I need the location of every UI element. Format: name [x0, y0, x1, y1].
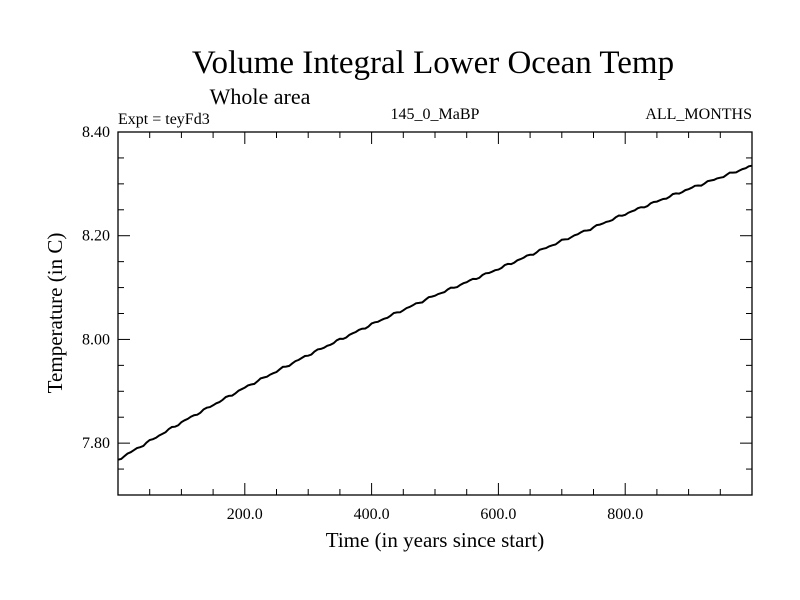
- months-label: ALL_MONTHS: [645, 106, 752, 123]
- x-tick-label: 400.0: [354, 506, 390, 523]
- x-tick-label: 800.0: [607, 506, 643, 523]
- x-tick-label: 600.0: [480, 506, 516, 523]
- x-axis-label: Time (in years since start): [326, 528, 545, 552]
- experiment-label: Expt = teyFd3: [118, 111, 210, 128]
- y-tick-label: 8.20: [82, 228, 110, 245]
- period-label: 145_0_MaBP: [391, 106, 480, 123]
- y-tick-label: 8.00: [82, 331, 110, 348]
- chart-title: Volume Integral Lower Ocean Temp: [192, 45, 674, 81]
- y-axis-label: Temperature (in C): [43, 233, 67, 394]
- y-tick-label: 8.40: [82, 124, 110, 141]
- y-tick-label: 7.80: [82, 435, 110, 452]
- series-line-temperature: [117, 164, 753, 461]
- chart-subtitle: Whole area: [210, 84, 311, 109]
- x-tick-label: 200.0: [227, 506, 263, 523]
- plot-frame: [117, 131, 753, 496]
